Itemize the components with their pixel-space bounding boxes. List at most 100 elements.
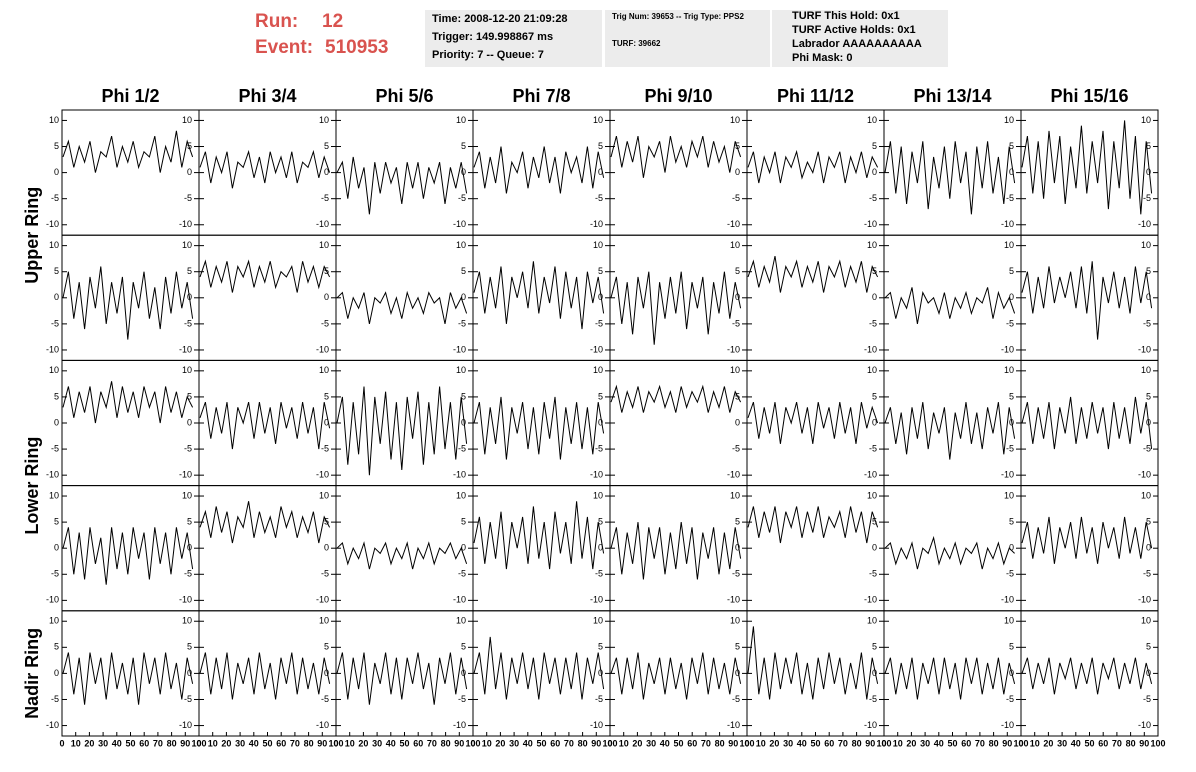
y-tick-label: -10 [1001,470,1014,480]
y-tick-label: 10 [182,240,192,250]
y-tick-label: 0 [54,292,59,302]
waveform [747,255,879,293]
y-tick-label: 5 [54,391,59,401]
y-tick-label: -5 [184,193,192,203]
x-tick-label: 70 [153,738,163,748]
y-tick-label: -5 [321,443,329,453]
x-tick-label: 100 [739,738,754,748]
y-tick-label: -10 [46,470,59,480]
waveform [1021,516,1153,564]
waveform [473,636,605,700]
y-tick-label: -5 [869,318,877,328]
info-text: TURF Active Holds: 0x1 [792,24,916,36]
y-tick-label: 0 [324,543,329,553]
y-tick-label: -10 [727,219,740,229]
y-tick-label: 10 [319,115,329,125]
y-tick-label: 5 [872,516,877,526]
x-tick-label: 90 [1139,738,1149,748]
x-tick-label: 50 [262,738,272,748]
y-tick-label: 5 [598,642,603,652]
y-tick-label: 0 [872,292,877,302]
y-tick-label: -5 [184,569,192,579]
y-tick-label: 5 [598,141,603,151]
y-tick-label: 0 [598,668,603,678]
x-tick-label: 80 [441,738,451,748]
y-tick-label: 5 [1146,141,1151,151]
y-tick-label: -5 [51,318,59,328]
y-tick-label: -5 [321,694,329,704]
run-label: Run: [255,11,298,32]
x-tick-label: 50 [536,738,546,748]
y-tick-label: 5 [872,642,877,652]
y-tick-label: -5 [595,443,603,453]
y-tick-label: 10 [730,616,740,626]
waveform [336,290,468,324]
x-tick-label: 100 [328,738,343,748]
y-tick-label: -5 [869,694,877,704]
x-tick-label: 30 [235,738,245,748]
y-tick-label: 10 [867,616,877,626]
waveform [62,381,194,424]
y-tick-label: -10 [179,595,192,605]
x-tick-label: 30 [646,738,656,748]
y-tick-label: -10 [453,219,466,229]
x-tick-label: 90 [180,738,190,748]
x-tick-label: 0 [744,738,749,748]
y-tick-label: -5 [595,193,603,203]
y-tick-label: -5 [1143,694,1151,704]
waveform [473,396,605,460]
y-tick-label: 0 [1009,292,1014,302]
waveform [1021,120,1153,215]
y-tick-label: 5 [598,266,603,276]
y-tick-label: 0 [54,668,59,678]
column-label: Phi 1/2 [101,86,159,106]
x-tick-label: 10 [619,738,629,748]
y-tick-label: -10 [453,344,466,354]
y-tick-label: -10 [453,720,466,730]
y-tick-label: -10 [864,595,877,605]
x-tick-label: 10 [208,738,218,748]
y-tick-label: -5 [458,318,466,328]
y-tick-label: 0 [54,543,59,553]
x-tick-label: 10 [893,738,903,748]
y-tick-label: 10 [1004,240,1014,250]
y-tick-label: 10 [1141,616,1151,626]
info-box [425,10,602,67]
row-label: Lower Ring [22,437,42,535]
waveform [610,384,742,413]
y-tick-label: 10 [1004,115,1014,125]
x-tick-label: 100 [465,738,480,748]
y-tick-label: 0 [324,167,329,177]
y-tick-label: 0 [735,167,740,177]
y-tick-label: -10 [46,720,59,730]
x-tick-label: 80 [715,738,725,748]
x-tick-label: 80 [852,738,862,748]
x-tick-label: 0 [196,738,201,748]
y-tick-label: 0 [872,167,877,177]
y-tick-label: 10 [1004,616,1014,626]
info-text: TURF This Hold: 0x1 [792,10,900,22]
y-tick-label: 10 [730,115,740,125]
x-tick-label: 20 [495,738,505,748]
y-tick-label: -5 [1143,443,1151,453]
y-tick-label: 0 [187,668,192,678]
y-tick-label: 10 [593,240,603,250]
y-tick-label: -10 [864,344,877,354]
y-tick-label: 0 [735,292,740,302]
y-tick-label: 10 [730,240,740,250]
x-tick-label: 0 [1018,738,1023,748]
x-tick-label: 40 [660,738,670,748]
y-tick-label: 0 [1146,292,1151,302]
y-tick-label: -5 [51,443,59,453]
x-tick-label: 50 [810,738,820,748]
x-tick-label: 0 [333,738,338,748]
y-tick-label: 0 [598,543,603,553]
waveform [62,527,194,585]
y-tick-label: -5 [458,193,466,203]
y-tick-label: 0 [324,292,329,302]
waveform [336,156,468,215]
y-tick-label: 0 [735,417,740,427]
y-tick-label: 0 [1009,167,1014,177]
y-tick-label: 0 [324,668,329,678]
y-tick-label: -10 [727,344,740,354]
